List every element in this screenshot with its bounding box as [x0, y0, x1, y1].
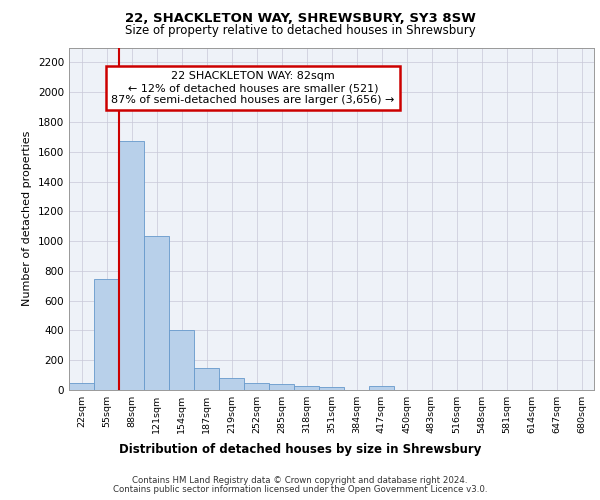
Bar: [69, 382, 94, 390]
Text: Contains HM Land Registry data © Crown copyright and database right 2024.: Contains HM Land Registry data © Crown c…: [132, 476, 468, 485]
Bar: [119, 142, 144, 390]
Bar: [269, 384, 294, 390]
Bar: [169, 330, 194, 390]
Text: Contains public sector information licensed under the Open Government Licence v3: Contains public sector information licen…: [113, 485, 487, 494]
Bar: [194, 368, 219, 390]
Text: 22 SHACKLETON WAY: 82sqm
← 12% of detached houses are smaller (521)
87% of semi-: 22 SHACKLETON WAY: 82sqm ← 12% of detach…: [111, 72, 394, 104]
Bar: [294, 386, 319, 390]
Bar: [219, 378, 244, 390]
Bar: [144, 236, 169, 390]
Text: 22, SHACKLETON WAY, SHREWSBURY, SY3 8SW: 22, SHACKLETON WAY, SHREWSBURY, SY3 8SW: [125, 12, 475, 26]
Bar: [94, 279, 119, 390]
Bar: [244, 384, 269, 390]
Text: Distribution of detached houses by size in Shrewsbury: Distribution of detached houses by size …: [119, 442, 481, 456]
Bar: [369, 386, 394, 390]
Y-axis label: Number of detached properties: Number of detached properties: [22, 131, 32, 306]
Bar: [319, 388, 344, 390]
Text: Size of property relative to detached houses in Shrewsbury: Size of property relative to detached ho…: [125, 24, 475, 37]
